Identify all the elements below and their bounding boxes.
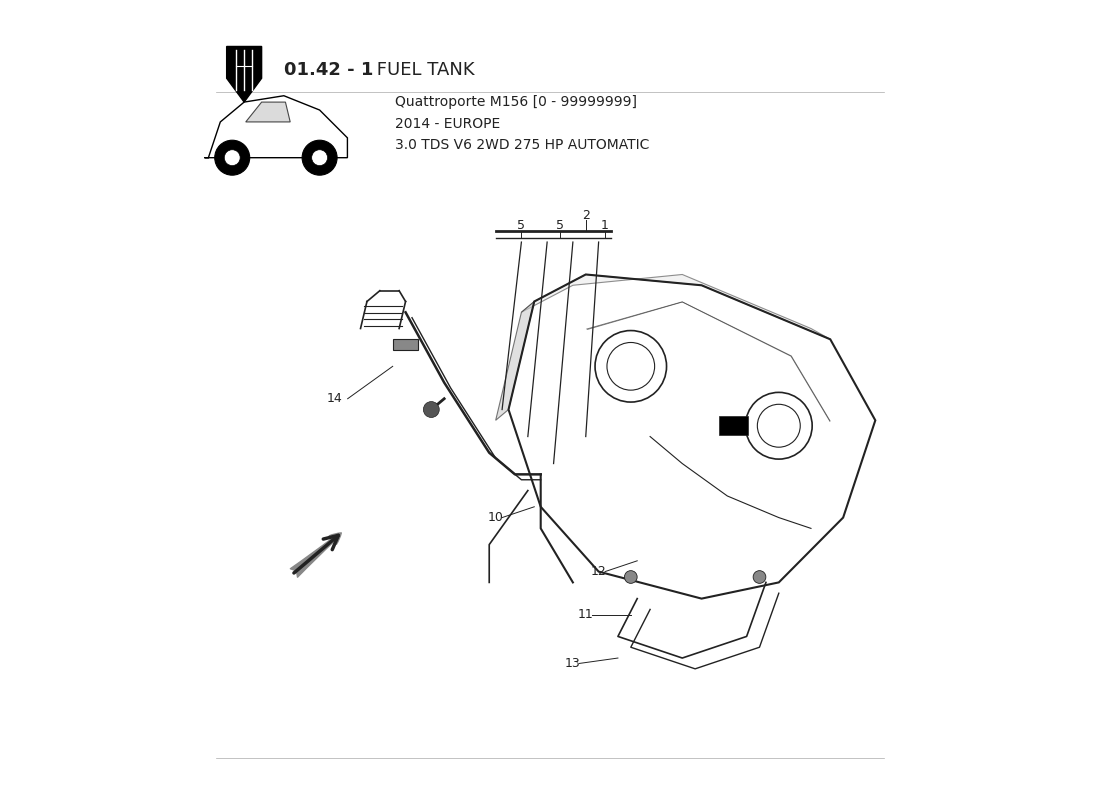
Circle shape [224,150,240,166]
Bar [719,416,748,435]
Polygon shape [496,302,535,420]
Text: 2: 2 [582,209,590,222]
Text: 11: 11 [578,608,594,622]
Polygon shape [393,339,418,350]
Circle shape [424,402,439,418]
Polygon shape [227,46,262,102]
Text: 12: 12 [591,565,606,578]
Circle shape [625,570,637,583]
Polygon shape [521,274,830,339]
Text: 2014 - EUROPE: 2014 - EUROPE [395,117,500,130]
Text: 5: 5 [517,219,526,232]
Text: 1: 1 [601,219,609,232]
Polygon shape [245,102,290,122]
Circle shape [214,140,250,175]
Circle shape [754,570,766,583]
Text: Quattroporte M156 [0 - 99999999]: Quattroporte M156 [0 - 99999999] [395,95,637,109]
Circle shape [302,140,337,175]
Text: FUEL TANK: FUEL TANK [372,62,475,79]
Circle shape [311,150,328,166]
Text: 3.0 TDS V6 2WD 275 HP AUTOMATIC: 3.0 TDS V6 2WD 275 HP AUTOMATIC [395,138,649,152]
Text: 14: 14 [327,392,343,406]
Text: 10: 10 [487,511,504,524]
Text: 5: 5 [556,219,564,232]
Text: 01.42 - 1: 01.42 - 1 [284,62,373,79]
Text: 13: 13 [565,657,581,670]
